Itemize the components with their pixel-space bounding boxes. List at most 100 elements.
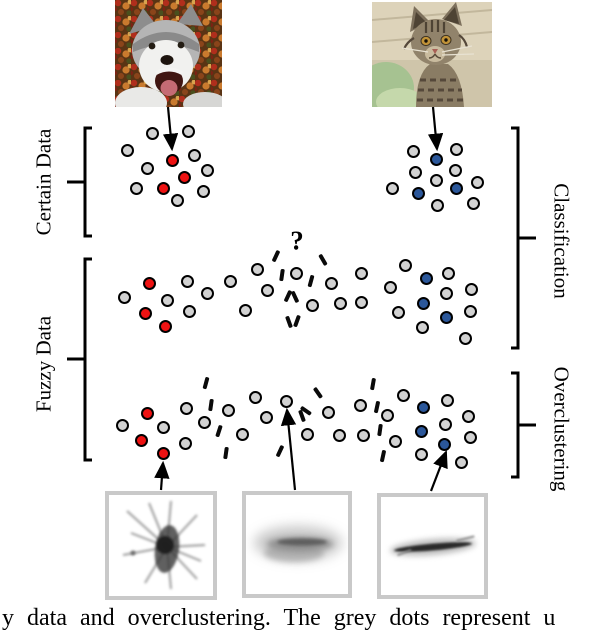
fuzzy-left-cluster-dot-red [138,306,152,320]
cluster-boundary-dash [202,376,210,390]
fuzzy-left-cluster-dot-gray [182,304,196,318]
fuzzy-right-cluster-dot-gray [463,304,477,318]
overclustering-left-cluster-dot-red [156,446,170,460]
fuzzy-left-cluster-dot-gray [260,283,274,297]
fuzzy-right-cluster-dot-gray [464,282,478,296]
cluster-boundary-dash [290,290,300,304]
fuzzy-left-cluster-dot-gray [117,290,131,304]
tabby-cat-illustration [372,2,492,107]
uncertain-boundary-question-mark: ? [290,225,304,256]
fuzzy-left-cluster-dot-gray [250,262,264,276]
certain-dog-cluster-dot-gray [181,124,195,138]
overclustering-left-cluster-dot-gray [179,401,193,415]
fuzzy-right-cluster-dot-gray [391,305,405,319]
overclustering-middle-cluster-dot-gray [300,427,314,441]
cluster-boundary-dash [223,446,229,460]
overclustering-middle-cluster-dot-gray [396,388,410,402]
certain-dog-cluster-dot-gray [140,161,154,175]
fuzzy-right-cluster-dot-gray [441,266,455,280]
fuzzy-left-cluster-dot-gray [223,274,237,288]
overclustering-right-cluster-dot-blue [416,400,430,414]
certain-dog-cluster-dot-gray [120,143,134,157]
overclustering-right-cluster-dot-gray [461,409,475,423]
cluster-boundary-dash [370,377,376,391]
cluster-boundary-dash [293,314,301,328]
overclustering-middle-cluster-dot-gray [248,390,262,404]
overclustering-middle-cluster-dot-gray [321,405,335,419]
overclustering-middle-cluster-dot-gray [388,434,402,448]
certain-cat-cluster-dot-gray [429,173,443,187]
certain-dog-cluster-dot-gray [196,184,210,198]
certain-cat-cluster-dot-blue [411,186,425,200]
overclustering-middle-cluster-dot-gray [235,427,249,441]
fuzzy-middle-cluster-dot-gray [354,266,368,280]
fuzzy-middle-cluster-dot-gray [354,295,368,309]
cluster-boundary-dash [279,268,285,282]
certain-dog-cluster-dot-gray [187,148,201,162]
fuzzy-right-cluster-dot-gray [398,258,412,272]
overclustering-right-cluster-dot-gray [414,447,428,461]
cluster-boundary-dash [377,423,383,437]
cluster-boundary-dash [318,253,328,267]
cluster-boundary-dash [374,400,380,414]
cluster-boundary-dash [215,424,223,438]
plankton-starburst-image [105,491,217,600]
overclustering-middle-cluster-dot-gray [221,403,235,417]
certain-dog-cluster-dot-gray [129,181,143,195]
fuzzy-middle-cluster-dot-gray [305,298,319,312]
overclustering-right-cluster-dot-gray [438,417,452,431]
certain-cat-cluster-dot-gray [385,181,399,195]
overclustering-right-cluster-dot-gray [454,455,468,469]
overclustering-right-cluster-dot-gray [463,430,477,444]
fuzzy-right-cluster-dot-blue [416,296,430,310]
cluster-boundary-dash [285,315,293,329]
certain-dog-cluster-dot-gray [145,126,159,140]
fuzzy-middle-cluster-dot-gray [333,296,347,310]
overclustering-right-cluster-dot-blue [437,437,451,451]
overclustering-right-cluster-dot-gray [440,393,454,407]
cluster-boundary-dash [380,449,386,463]
fuzzy-left-cluster-dot-red [158,319,172,333]
certain-cat-cluster-dot-gray [470,175,484,189]
fuzzy-left-cluster-dot-gray [200,286,214,300]
fuzzy-left-cluster-dot-gray [180,274,194,288]
starburst-illustration [122,500,206,590]
overclustering-right-cluster-dot-blue [414,424,428,438]
cluster-boundary-dash [271,249,281,263]
certain-dog-cluster-dot-gray [200,163,214,177]
fuzzy-middle-cluster-dot-gray [289,266,303,280]
fuzzy-left-cluster-dot-gray [238,303,252,317]
overclustering-middle-cluster-dot-gray [259,410,273,424]
certain-cat-cluster-dot-gray [466,196,480,210]
certain-cat-cluster-dot-blue [449,181,463,195]
overclustering-middle-cluster-dot-gray [332,428,346,442]
fuzzy-right-cluster-dot-gray [415,320,429,334]
cluster-boundary-dash [313,387,323,399]
tabby-cat-photo [372,2,492,107]
overclustering-left-cluster-dot-gray [156,420,170,434]
certain-cat-cluster-dot-gray [448,163,462,177]
overclustering-middle-cluster-dot-gray [353,398,367,412]
overclustering-left-cluster-dot-gray [115,418,129,432]
streak-illustration [390,535,476,557]
cluster-boundary-dash [208,398,214,412]
fuzzy-left-cluster-dot-red [142,276,156,290]
husky-dog-illustration [115,0,222,107]
certain-dog-cluster-dot-gray [170,193,184,207]
fuzzy-right-cluster-dot-gray [439,286,453,300]
overclustering-left-cluster-dot-red [134,433,148,447]
fuzzy-right-cluster-dot-gray [383,280,397,294]
overclustering-left-cluster-dot-gray [197,415,211,429]
figure-caption-fragment: y data and overclustering. The grey dots… [2,605,556,631]
certain-cat-cluster-dot-gray [430,198,444,212]
overclustering-left-cluster-dot-red [140,406,154,420]
fuzzy-right-cluster-dot-gray [458,331,472,345]
fuzzy-right-cluster-dot-blue [419,271,433,285]
certain-cat-cluster-dot-blue [429,152,443,166]
cluster-boundary-dash [307,274,315,288]
blob-illustration [254,526,342,562]
certain-cat-cluster-dot-gray [408,165,422,179]
overclustering-middle-cluster-dot-gray [279,394,293,408]
